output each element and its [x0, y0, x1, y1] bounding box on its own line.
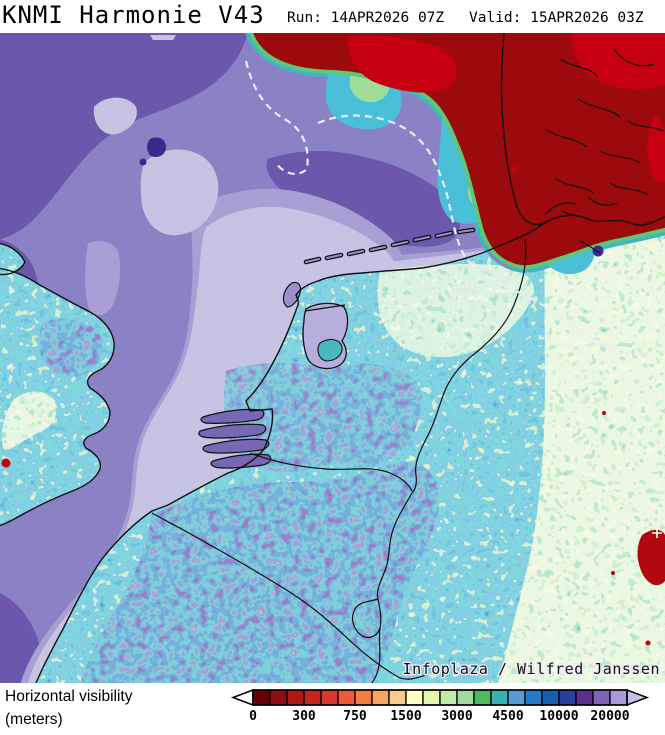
- colorbar-cell: [456, 689, 475, 706]
- colorbar-cell: [303, 689, 322, 706]
- legend-title: Horizontal visibility (meters): [5, 685, 132, 731]
- colorbar-tick-label: 1500: [390, 709, 421, 724]
- colorbar: 0 300 750 1500 3000 4500 10000 20000: [230, 688, 650, 724]
- valid-timestamp: Valid: 15APR2026 03Z: [469, 10, 644, 26]
- attribution: Infoplaza / Wilfred Janssen: [403, 660, 660, 678]
- colorbar-cell: [286, 689, 305, 706]
- colorbar-cell: [507, 689, 526, 706]
- colorbar-tick-label: 750: [343, 709, 367, 724]
- max-marker-cross: [652, 528, 662, 538]
- legend-title-line2: (meters): [5, 711, 63, 728]
- colorbar-tick-label: 3000: [441, 709, 472, 724]
- country-borders: [151, 238, 527, 683]
- colorbar-cell: [473, 689, 492, 706]
- model-title: KNMI Harmonie V43: [2, 1, 265, 29]
- fog-red-mass: [253, 33, 665, 266]
- flevoland: [317, 338, 343, 362]
- colorbar-cell: [541, 689, 560, 706]
- low-visibility-spots: [1, 411, 665, 646]
- colorbar-cell: [524, 689, 543, 706]
- colorbar-right-arrow: [626, 688, 650, 707]
- danish-coast-details: [544, 48, 665, 254]
- colorbar-tick-label: 4500: [492, 709, 523, 724]
- land: [0, 215, 665, 683]
- colorbar-cell: [558, 689, 577, 706]
- colorbar-cell: [320, 689, 339, 706]
- colorbar-left-arrow: [230, 688, 254, 707]
- coastlines: [0, 33, 665, 683]
- colorbar-cell: [592, 689, 611, 706]
- header: KNMI Harmonie V43 Run: 14APR2026 07Z Val…: [0, 0, 665, 33]
- land-england-north: [0, 243, 25, 275]
- texel-island: [282, 281, 302, 308]
- colorbar-cell: [252, 689, 271, 706]
- fog-contour-dashed: [244, 60, 657, 357]
- fog-bank: [245, 33, 665, 275]
- colorbar-cell: [269, 689, 288, 706]
- colorbar-cell: [371, 689, 390, 706]
- colorbar-frame: [252, 689, 628, 706]
- legend: Horizontal visibility (meters) 0 300 750 15…: [0, 683, 665, 735]
- colorbar-tick-label: 10000: [539, 709, 578, 724]
- colorbar-tick-label: 300: [292, 709, 316, 724]
- colorbar-cell: [609, 689, 628, 706]
- colorbar-cell: [422, 689, 441, 706]
- colorbar-cell: [354, 689, 373, 706]
- visibility-map: Infoplaza / Wilfred Janssen: [0, 33, 665, 683]
- colorbar-cell: [405, 689, 424, 706]
- map-canvas: Infoplaza / Wilfred Janssen: [0, 33, 665, 683]
- colorbar-cell: [490, 689, 509, 706]
- colorbar-tick-label: 20000: [590, 709, 629, 724]
- legend-title-line1: Horizontal visibility: [5, 688, 133, 705]
- colorbar-cell: [575, 689, 594, 706]
- colorbar-cell: [439, 689, 458, 706]
- run-timestamp: Run: 14APR2026 07Z: [287, 10, 445, 26]
- colorbar-cell: [388, 689, 407, 706]
- colorbar-tick-label: 0: [249, 709, 257, 724]
- colorbar-cell: [337, 689, 356, 706]
